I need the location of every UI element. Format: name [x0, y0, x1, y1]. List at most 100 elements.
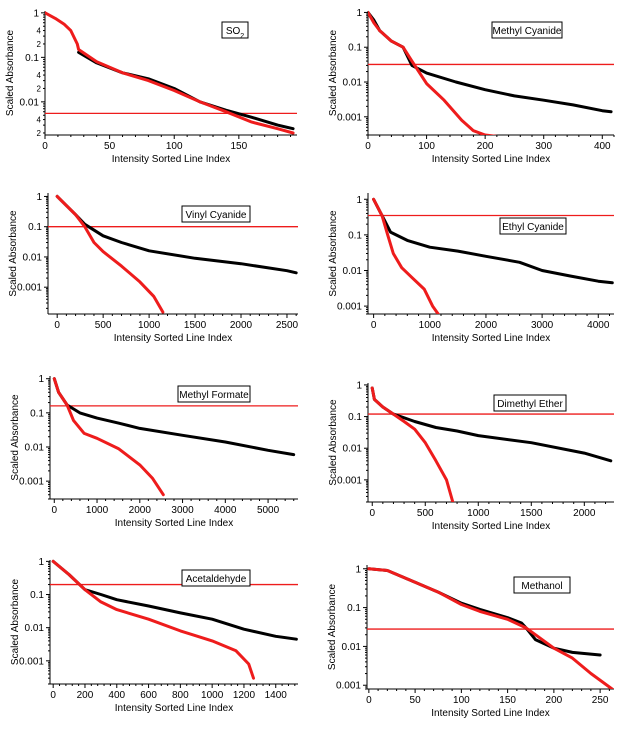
legend-label: Acetaldehyde — [186, 574, 247, 585]
x-axis-title: Intensity Sorted Line Index — [112, 154, 230, 165]
y-tick-label: 0.1 — [348, 43, 362, 54]
y-tick-label: 1 — [355, 564, 361, 575]
x-axis-title: Intensity Sorted Line Index — [432, 521, 550, 532]
x-tick-label: 2000 — [475, 320, 498, 331]
x-tick-label: 0 — [365, 141, 371, 152]
x-tick-label: 150 — [499, 695, 516, 706]
legend-box — [221, 21, 249, 39]
y-minor-tick-label: 4 — [37, 71, 42, 80]
x-tick-label: 800 — [172, 690, 189, 701]
chart-panel: 0 50 100 150 200 250 1 0.1 0.01 0.001 Intensity So… — [327, 564, 614, 719]
x-tick-label: 4000 — [214, 505, 237, 516]
series-line-red — [368, 10, 498, 135]
x-axis-title: Intensity Sorted Line Index — [431, 708, 549, 719]
x-tick-label: 1500 — [184, 320, 207, 331]
x-tick-label: 2000 — [129, 505, 152, 516]
legend-label: Methanol — [521, 581, 562, 592]
y-tick-label: 0.01 — [25, 623, 45, 634]
chart-panel: 0 50 100 150 1 0.1 0.01 4 2 4 2 4 2 Intensity Sorted … — [5, 8, 297, 165]
y-tick-label: 0.01 — [342, 642, 362, 653]
x-tick-label: 4000 — [587, 320, 610, 331]
x-tick-label: 0 — [369, 508, 375, 519]
y-tick-label: 0.01 — [343, 78, 363, 89]
x-tick-label: 0 — [366, 695, 372, 706]
x-tick-label: 1200 — [233, 690, 256, 701]
y-minor-tick-label: 4 — [37, 116, 42, 125]
y-tick-label: 0.1 — [347, 603, 361, 614]
y-tick-label: 1 — [33, 8, 39, 19]
x-tick-label: 250 — [592, 695, 609, 706]
x-tick-label: 1000 — [467, 508, 490, 519]
x-tick-label: 5000 — [257, 505, 280, 516]
chart-panel: 0 500 1000 1500 2000 2500 1 0.1 0.01 0.001 Intensi… — [8, 192, 299, 344]
series-line-red — [51, 559, 255, 680]
x-tick-label: 0 — [371, 320, 377, 331]
y-tick-label: 0.1 — [25, 53, 39, 64]
y-tick-label: 0.1 — [30, 408, 44, 419]
legend-box — [177, 385, 251, 403]
series-line-black — [52, 377, 296, 457]
x-axis-title: Intensity Sorted Line Index — [115, 703, 233, 714]
x-tick-label: 2500 — [276, 320, 299, 331]
chart-panel: 0 500 1000 1500 2000 1 0.1 0.01 0.001 Intensity S… — [328, 380, 614, 532]
legend-box — [513, 576, 571, 594]
y-tick-label: 0.001 — [19, 477, 44, 488]
y-tick-label: 1 — [356, 8, 362, 19]
x-tick-label: 100 — [418, 141, 435, 152]
y-axis-title: Scaled Absorbance — [10, 578, 21, 665]
legend-label: SO2 — [226, 26, 244, 40]
x-axis-title: Intensity Sorted Line Index — [115, 518, 233, 529]
legend-label: Methyl Formate — [179, 390, 249, 401]
x-tick-label: 0 — [42, 141, 48, 152]
chart-panel: 0 100 200 300 400 1 0.1 0.01 0.001 Intensity Sort… — [328, 8, 615, 165]
legend-subscript: 2 — [240, 33, 244, 40]
y-axis-title: Scaled Absorbance — [328, 210, 339, 297]
x-tick-label: 1000 — [138, 320, 161, 331]
y-tick-label: 0.01 — [25, 442, 45, 453]
x-tick-label: 100 — [166, 141, 183, 152]
y-minor-tick-label: 4 — [37, 27, 42, 36]
x-tick-label: 400 — [594, 141, 611, 152]
x-tick-label: 2000 — [573, 508, 596, 519]
y-tick-label: 0.01 — [23, 252, 43, 263]
legend-box — [181, 205, 251, 223]
x-axis-title: Intensity Sorted Line Index — [432, 333, 550, 344]
legend-label: Methyl Cyanide — [493, 26, 562, 37]
series-line-black — [77, 50, 295, 131]
x-tick-label: 3000 — [171, 505, 194, 516]
y-axis-title: Scaled Absorbance — [5, 29, 16, 116]
legend-label: Dimethyl Ether — [497, 399, 563, 410]
x-tick-label: 500 — [95, 320, 112, 331]
x-tick-label: 3000 — [531, 320, 554, 331]
x-tick-label: 150 — [231, 141, 248, 152]
y-axis-title: Scaled Absorbance — [10, 394, 21, 481]
series-line-black — [372, 197, 614, 285]
y-minor-tick-label: 2 — [37, 40, 42, 49]
x-tick-label: 1500 — [520, 508, 543, 519]
chart-panel: 0 1000 2000 3000 4000 5000 1 0.1 0.01 0.001 Intens… — [10, 374, 298, 529]
y-tick-label: 1 — [36, 192, 42, 203]
y-tick-label: 0.1 — [28, 222, 42, 233]
x-tick-label: 500 — [417, 508, 434, 519]
x-tick-label: 100 — [453, 695, 470, 706]
y-axis-title: Scaled Absorbance — [328, 399, 339, 486]
legend-box — [499, 217, 567, 235]
legend-label: Vinyl Cyanide — [186, 210, 247, 221]
x-tick-label: 400 — [108, 690, 125, 701]
y-tick-label: 0.001 — [19, 656, 44, 667]
y-minor-tick-label: 2 — [37, 84, 42, 93]
x-tick-label: 600 — [140, 690, 157, 701]
series-line-red — [370, 386, 455, 502]
x-tick-label: 1000 — [419, 320, 442, 331]
y-tick-label: 0.01 — [20, 97, 40, 108]
legend-label: Ethyl Cyanide — [502, 222, 564, 233]
y-tick-label: 1 — [38, 557, 44, 568]
series-line-red — [45, 11, 295, 135]
series-line-black — [55, 194, 298, 275]
x-tick-label: 200 — [77, 690, 94, 701]
y-tick-label: 0.1 — [348, 230, 362, 241]
y-tick-label: 0.001 — [17, 283, 42, 294]
y-tick-label: 0.1 — [30, 590, 44, 601]
y-tick-label: 1 — [38, 374, 44, 385]
y-axis-title: Scaled Absorbance — [327, 583, 338, 670]
